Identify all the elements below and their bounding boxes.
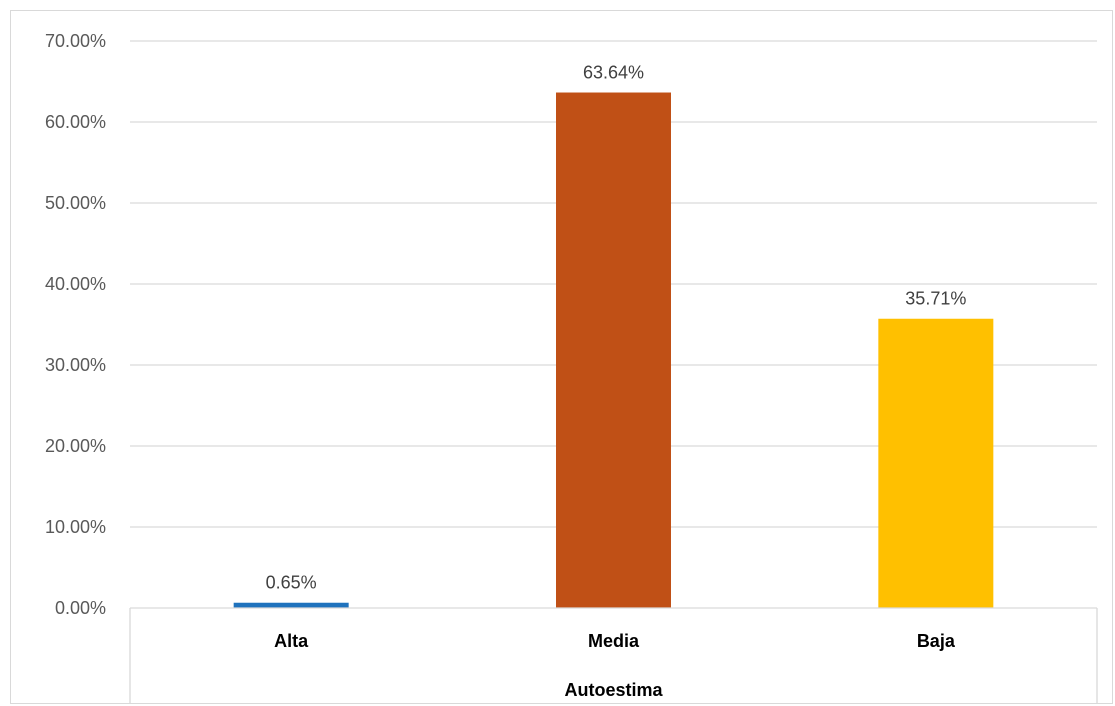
y-tick-label: 50.00% <box>45 193 106 213</box>
x-tick-label-alta: Alta <box>274 631 309 651</box>
data-labels: 0.65% 63.64% 35.71% <box>266 63 967 593</box>
bar-media <box>556 92 671 609</box>
data-label-alta: 0.65% <box>266 573 317 593</box>
y-tick-label: 70.00% <box>45 31 106 51</box>
y-tick-label: 30.00% <box>45 355 106 375</box>
y-tick-label: 10.00% <box>45 517 106 537</box>
category-labels: Alta Media Baja <box>274 631 956 651</box>
y-axis-ticks: 0.00% 10.00% 20.00% 30.00% 40.00% 50.00% 60.00… <box>45 31 106 618</box>
data-label-baja: 35.71% <box>905 289 966 309</box>
y-tick-label: 60.00% <box>45 112 106 132</box>
y-tick-label: 20.00% <box>45 436 106 456</box>
y-tick-label: 0.00% <box>55 598 106 618</box>
data-label-media: 63.64% <box>583 63 644 83</box>
y-tick-label: 40.00% <box>45 274 106 294</box>
x-axis-title: Autoestima <box>564 680 663 700</box>
x-tick-label-media: Media <box>588 631 640 651</box>
bar-baja <box>878 318 994 608</box>
bar-alta <box>233 602 349 608</box>
x-tick-label-baja: Baja <box>917 631 956 651</box>
bars <box>233 92 994 609</box>
